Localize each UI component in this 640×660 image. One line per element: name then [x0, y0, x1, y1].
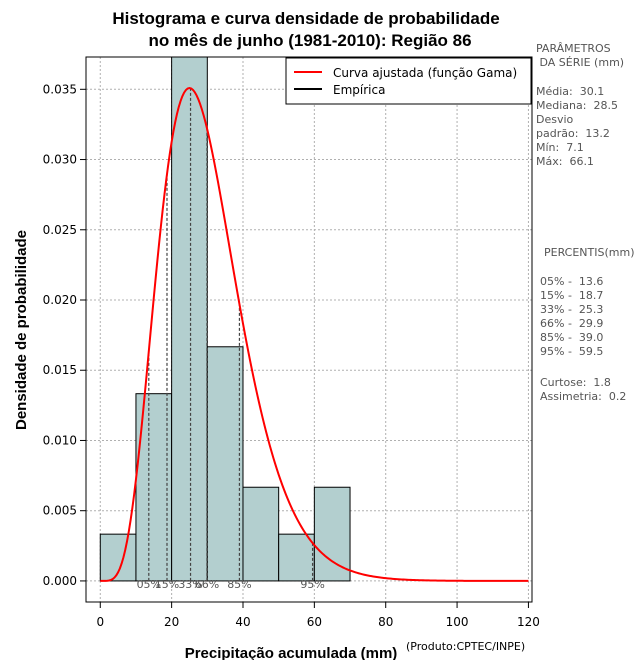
- percentil-95: 95% - 59.5: [540, 345, 603, 358]
- y-tick-label-0: 0.000: [43, 574, 77, 588]
- x-tick-label-6: 120: [517, 615, 540, 629]
- y-tick-label-6: 0.030: [43, 153, 77, 167]
- x-tick-label-0: 0: [96, 615, 104, 629]
- y-axis-title: Densidade de probabilidade: [13, 230, 30, 430]
- percentile-label-0: 05%: [137, 578, 161, 591]
- x-tick-label-2: 40: [235, 615, 250, 629]
- gamma-curve-line: [100, 86, 529, 582]
- plot-frame: [85, 56, 533, 603]
- percentile-label-5: 95%: [300, 578, 324, 591]
- percentil-66: 66% - 29.9: [540, 317, 603, 330]
- percentile-label-3: 66%: [195, 578, 219, 591]
- histogram-bar-5: [278, 533, 315, 582]
- percentil-85: 85% - 39.0: [540, 331, 603, 344]
- percentil-33: 33% - 25.3: [540, 303, 603, 316]
- legend: Curva ajustada (função Gama) Empírica: [285, 57, 532, 105]
- y-tick-label-3: 0.015: [43, 363, 77, 377]
- param-std-label: Desvio: [536, 113, 574, 126]
- histogram-bars: [99, 56, 351, 582]
- x-axis-title: Precipitação acumulada (mm): [185, 645, 398, 660]
- y-tick-label-5: 0.025: [43, 223, 77, 237]
- param-median: Mediana: 28.5: [536, 99, 618, 112]
- histogram-bar-4: [242, 486, 280, 582]
- y-tick-label-1: 0.005: [43, 504, 77, 518]
- stat-kurtosis: Curtose: 1.8: [540, 376, 611, 389]
- x-tick-label-3: 60: [307, 615, 322, 629]
- percentil-15: 15% - 18.7: [540, 289, 603, 302]
- chart-title-line-2: no mês de junho (1981-2010): Região 86: [148, 31, 471, 50]
- histogram-bar-2: [171, 56, 208, 582]
- histogram-bar-6: [313, 486, 351, 582]
- chart-title-line-1: Histograma e curva densidade de probabil…: [112, 9, 499, 28]
- product-credit: (Produto:CPTEC/INPE): [406, 640, 525, 653]
- x-tick-label-4: 80: [378, 615, 393, 629]
- x-tick-label-5: 100: [446, 615, 469, 629]
- param-min: Mín: 7.1: [536, 141, 584, 154]
- percentile-label-4: 85%: [227, 578, 251, 591]
- percentile-label-2: 33%: [178, 578, 202, 591]
- params-title-line-2: DA SÉRIE (mm): [536, 56, 624, 69]
- params-title-line-1: PARÂMETROS: [536, 42, 611, 55]
- y-tick-label-4: 0.020: [43, 293, 77, 307]
- x-axis-ticks: 0 20 40 60 80 100 120: [96, 602, 540, 629]
- param-max: Máx: 66.1: [536, 155, 594, 168]
- side-panel: PARÂMETROS DA SÉRIE (mm) Média: 30.1 Med…: [536, 42, 635, 403]
- param-mean: Média: 30.1: [536, 85, 604, 98]
- histogram-bar-3: [206, 346, 244, 582]
- fitted-curve: [100, 86, 529, 582]
- percentile-lines: 05%15% 33%66% 85% 95%: [137, 88, 325, 591]
- legend-label-empirical: Empírica: [333, 83, 385, 97]
- y-tick-label-7: 0.035: [43, 82, 77, 96]
- percentile-label-1: 15%: [155, 578, 179, 591]
- percentil-05: 05% - 13.6: [540, 275, 603, 288]
- percentis-title: PERCENTIS(mm): [544, 246, 635, 259]
- y-tick-label-2: 0.010: [43, 433, 77, 447]
- legend-box: [285, 57, 532, 105]
- y-axis-ticks: 0.000 0.005 0.010 0.015 0.020 0.025 0.030 0.035: [43, 82, 86, 588]
- stat-skewness: Assimetria: 0.2: [540, 390, 626, 403]
- x-tick-label-1: 20: [164, 615, 179, 629]
- param-std: padrão: 13.2: [536, 127, 610, 140]
- legend-label-curve: Curva ajustada (função Gama): [333, 66, 517, 80]
